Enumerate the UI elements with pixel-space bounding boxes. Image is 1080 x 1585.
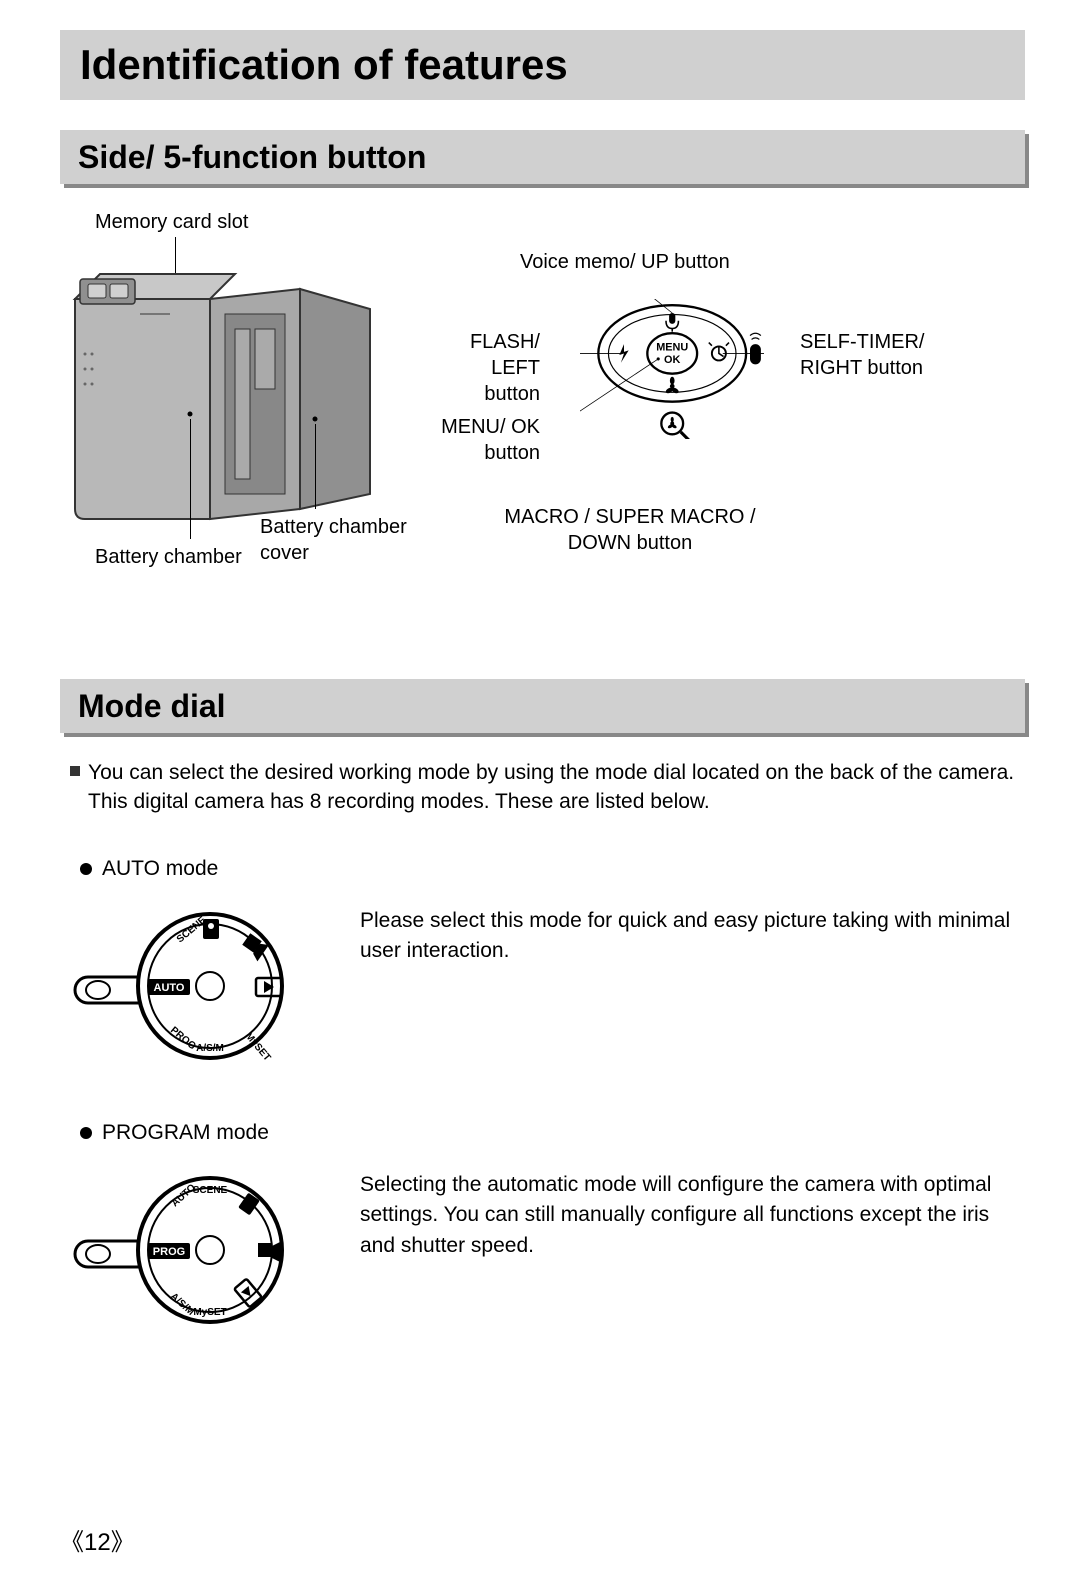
- section-header-mode-dial-text: Mode dial: [78, 688, 226, 725]
- svg-text:AUTO: AUTO: [154, 982, 185, 994]
- mode-dial-illustration-program: PROG AUTO SCENE MySET A/S/M: [70, 1165, 320, 1335]
- mode-dial-intro: You can select the desired working mode …: [70, 758, 1015, 817]
- mode-dial-intro-text: You can select the desired working mode …: [88, 758, 1015, 817]
- five-function-pad-illustration: MENU OK: [580, 299, 780, 439]
- mode-dial-illustration-auto: AUTO SCENE MySET A/S/M PROG: [70, 901, 320, 1071]
- camera-side-illustration: [70, 259, 390, 539]
- svg-text:PROG: PROG: [153, 1246, 185, 1258]
- mode-name-program: PROGRAM mode: [80, 1121, 1015, 1145]
- pad-menu-text: MENU: [656, 341, 688, 353]
- mode-desc-auto: Please select this mode for quick and ea…: [360, 901, 1015, 967]
- mode-name-auto: AUTO mode: [80, 857, 1015, 881]
- mode-block-program: PROGRAM mode PROG AUTO SCENE: [70, 1121, 1015, 1335]
- mode-block-auto: AUTO mode AUTO SCENE: [70, 857, 1015, 1071]
- label-battery-chamber: Battery chamber: [95, 544, 242, 570]
- mode-name-auto-text: AUTO mode: [102, 857, 218, 881]
- label-self-timer-right: SELF-TIMER/ RIGHT button: [800, 329, 924, 381]
- section-header-side-text: Side/ 5-function button: [78, 139, 426, 176]
- label-memory-card-slot: Memory card slot: [95, 209, 248, 235]
- section-header-mode-dial: Mode dial: [60, 679, 1025, 733]
- label-macro-down: MACRO / SUPER MACRO / DOWN button: [490, 504, 770, 556]
- mode-desc-program: Selecting the automatic mode will config…: [360, 1165, 1015, 1261]
- label-menu-ok: MENU/ OK button: [430, 414, 540, 466]
- bullet-dot-icon: [80, 1127, 92, 1139]
- svg-text:A/S/M: A/S/M: [196, 1043, 224, 1054]
- section-header-side: Side/ 5-function button: [60, 130, 1025, 184]
- page-title: Identification of features: [80, 41, 568, 89]
- callout-line: [190, 419, 191, 539]
- page-number: 《12》: [60, 1522, 135, 1557]
- label-voice-memo-up: Voice memo/ UP button: [520, 249, 730, 275]
- side-section-diagram: Memory card slot Battery chamber Battery…: [60, 209, 1025, 639]
- label-battery-chamber-cover: Battery chamber cover: [260, 514, 407, 566]
- page-title-bar: Identification of features: [60, 30, 1025, 100]
- bullet-dot-icon: [80, 863, 92, 875]
- pad-ok-text: OK: [664, 354, 680, 366]
- svg-text:MySET: MySET: [193, 1307, 226, 1318]
- page-number-value: 12: [84, 1529, 111, 1556]
- bullet-square-icon: [70, 766, 80, 776]
- label-flash-left: FLASH/ LEFT button: [420, 329, 540, 407]
- svg-text:SCENE: SCENE: [193, 1185, 228, 1196]
- mode-name-program-text: PROGRAM mode: [102, 1121, 269, 1145]
- callout-line: [315, 424, 316, 509]
